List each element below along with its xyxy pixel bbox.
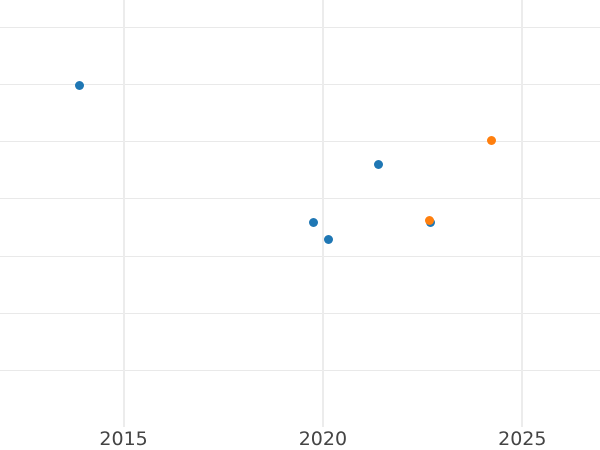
x-gridline [521, 0, 524, 427]
scatter-point-blue [308, 218, 318, 228]
x-gridline [321, 0, 324, 427]
x-tick-label: 2015 [99, 428, 148, 450]
scatter-point-orange [425, 216, 435, 226]
y-gridline [0, 141, 600, 143]
x-axis: 2015 2020 2025 [0, 427, 600, 450]
scatter-point-orange [486, 135, 496, 145]
y-gridline [0, 312, 600, 314]
x-tick-label: 2020 [298, 428, 348, 450]
plot-area [0, 0, 600, 427]
scatter-point-blue [75, 81, 85, 91]
y-gridline [0, 255, 600, 257]
x-tick-label: 2025 [498, 428, 547, 450]
scatter-point-blue [374, 160, 384, 170]
y-gridline [0, 84, 600, 86]
y-gridline [0, 198, 600, 200]
scatter-point-blue [324, 234, 333, 244]
y-gridline [0, 26, 600, 28]
x-gridline [122, 0, 125, 427]
y-gridline [0, 369, 600, 371]
